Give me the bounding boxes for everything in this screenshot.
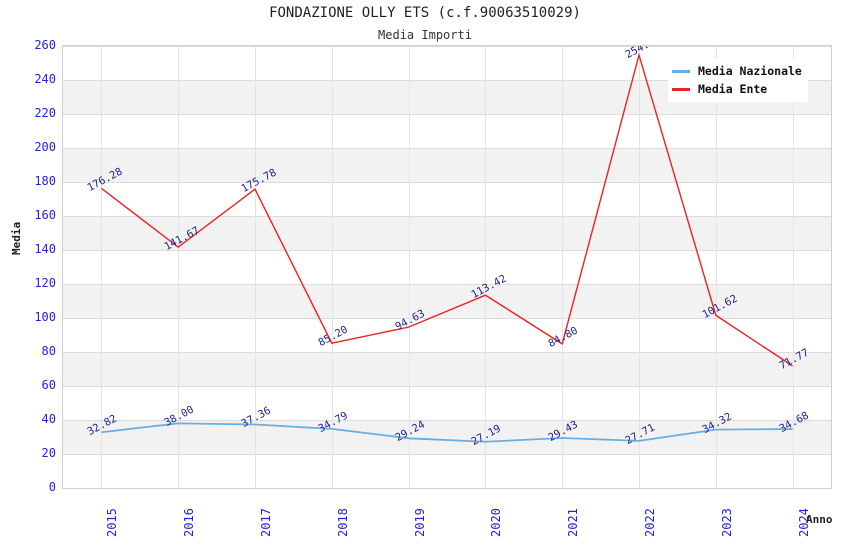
plot-band xyxy=(63,216,831,250)
x-tick-label: 2016 xyxy=(182,508,197,537)
gridline xyxy=(63,114,831,115)
vertical-gridline xyxy=(485,46,487,488)
vertical-gridline xyxy=(255,46,256,488)
y-tick-label: 120 xyxy=(34,276,56,290)
plot-band xyxy=(63,420,831,454)
legend-swatch-media-nazionale xyxy=(672,69,690,73)
gridline xyxy=(63,250,831,251)
y-tick-label: 60 xyxy=(41,378,56,392)
x-tick-label: 2020 xyxy=(489,508,504,537)
gridline xyxy=(63,454,831,455)
gridline xyxy=(63,46,831,47)
plot-area: 32.82 38.00 37.36 34.79 29.24 27.19 29.43 27.71… xyxy=(62,45,832,489)
vertical-gridline xyxy=(562,46,564,488)
plot-band xyxy=(63,148,831,182)
gridline xyxy=(63,182,831,183)
x-tick-label: 2021 xyxy=(566,508,581,537)
legend-item-media-nazionale[interactable]: Media Nazionale xyxy=(672,62,802,80)
y-tick-label: 100 xyxy=(34,310,56,324)
gridline xyxy=(63,318,831,319)
series-line-media-nazionale xyxy=(101,422,793,443)
gridline xyxy=(63,386,831,387)
y-tick-label: 160 xyxy=(34,208,56,222)
y-tick-label: 40 xyxy=(41,412,56,426)
y-tick-label: 20 xyxy=(41,446,56,460)
vertical-gridline xyxy=(408,46,410,488)
x-tick-label: 2023 xyxy=(719,508,734,537)
chart-subtitle: Media Importi xyxy=(378,28,472,42)
x-tick-label: 2018 xyxy=(335,508,350,537)
plot-band xyxy=(63,284,831,318)
y-tick-label: 180 xyxy=(34,174,56,188)
vertical-gridline xyxy=(792,46,794,488)
vertical-gridline xyxy=(331,46,333,488)
vertical-gridline xyxy=(101,46,103,488)
legend-item-media-ente[interactable]: Media Ente xyxy=(672,80,802,98)
y-tick-label: 260 xyxy=(34,38,56,52)
y-tick-label: 140 xyxy=(34,242,56,256)
gridline xyxy=(63,216,831,217)
y-tick-label: 0 xyxy=(48,480,56,494)
x-tick-label: 2024 xyxy=(796,508,811,537)
gridline xyxy=(63,420,831,421)
legend-swatch-media-ente xyxy=(672,87,690,91)
gridline xyxy=(63,488,831,489)
vertical-gridline xyxy=(715,46,717,488)
x-tick-label: 2017 xyxy=(259,508,273,537)
legend-label-media-nazionale: Media Nazionale xyxy=(698,64,802,78)
gridline xyxy=(63,284,831,285)
x-tick-label: 2015 xyxy=(105,508,120,537)
vertical-gridline xyxy=(639,46,640,488)
chart-title: FONDAZIONE OLLY ETS (c.f.90063510029) xyxy=(269,5,581,21)
x-tick-label: 2019 xyxy=(412,508,427,537)
x-tick-label: 2022 xyxy=(643,508,657,537)
gridline xyxy=(63,352,831,353)
y-tick-label: 80 xyxy=(41,344,56,358)
series-lines xyxy=(100,52,793,443)
y-tick-label: 240 xyxy=(34,72,56,86)
series-line-media-ente xyxy=(100,52,793,367)
vertical-gridline xyxy=(178,46,180,488)
gridline xyxy=(63,80,831,81)
y-tick-label: 220 xyxy=(34,106,56,120)
y-tick-label: 200 xyxy=(34,140,56,154)
gridline xyxy=(63,148,831,149)
x-axis-title: Anno xyxy=(806,513,833,526)
plot-band xyxy=(63,352,831,386)
chart-legend: Media Nazionale Media Ente xyxy=(668,58,808,102)
legend-label-media-ente: Media Ente xyxy=(698,82,768,96)
